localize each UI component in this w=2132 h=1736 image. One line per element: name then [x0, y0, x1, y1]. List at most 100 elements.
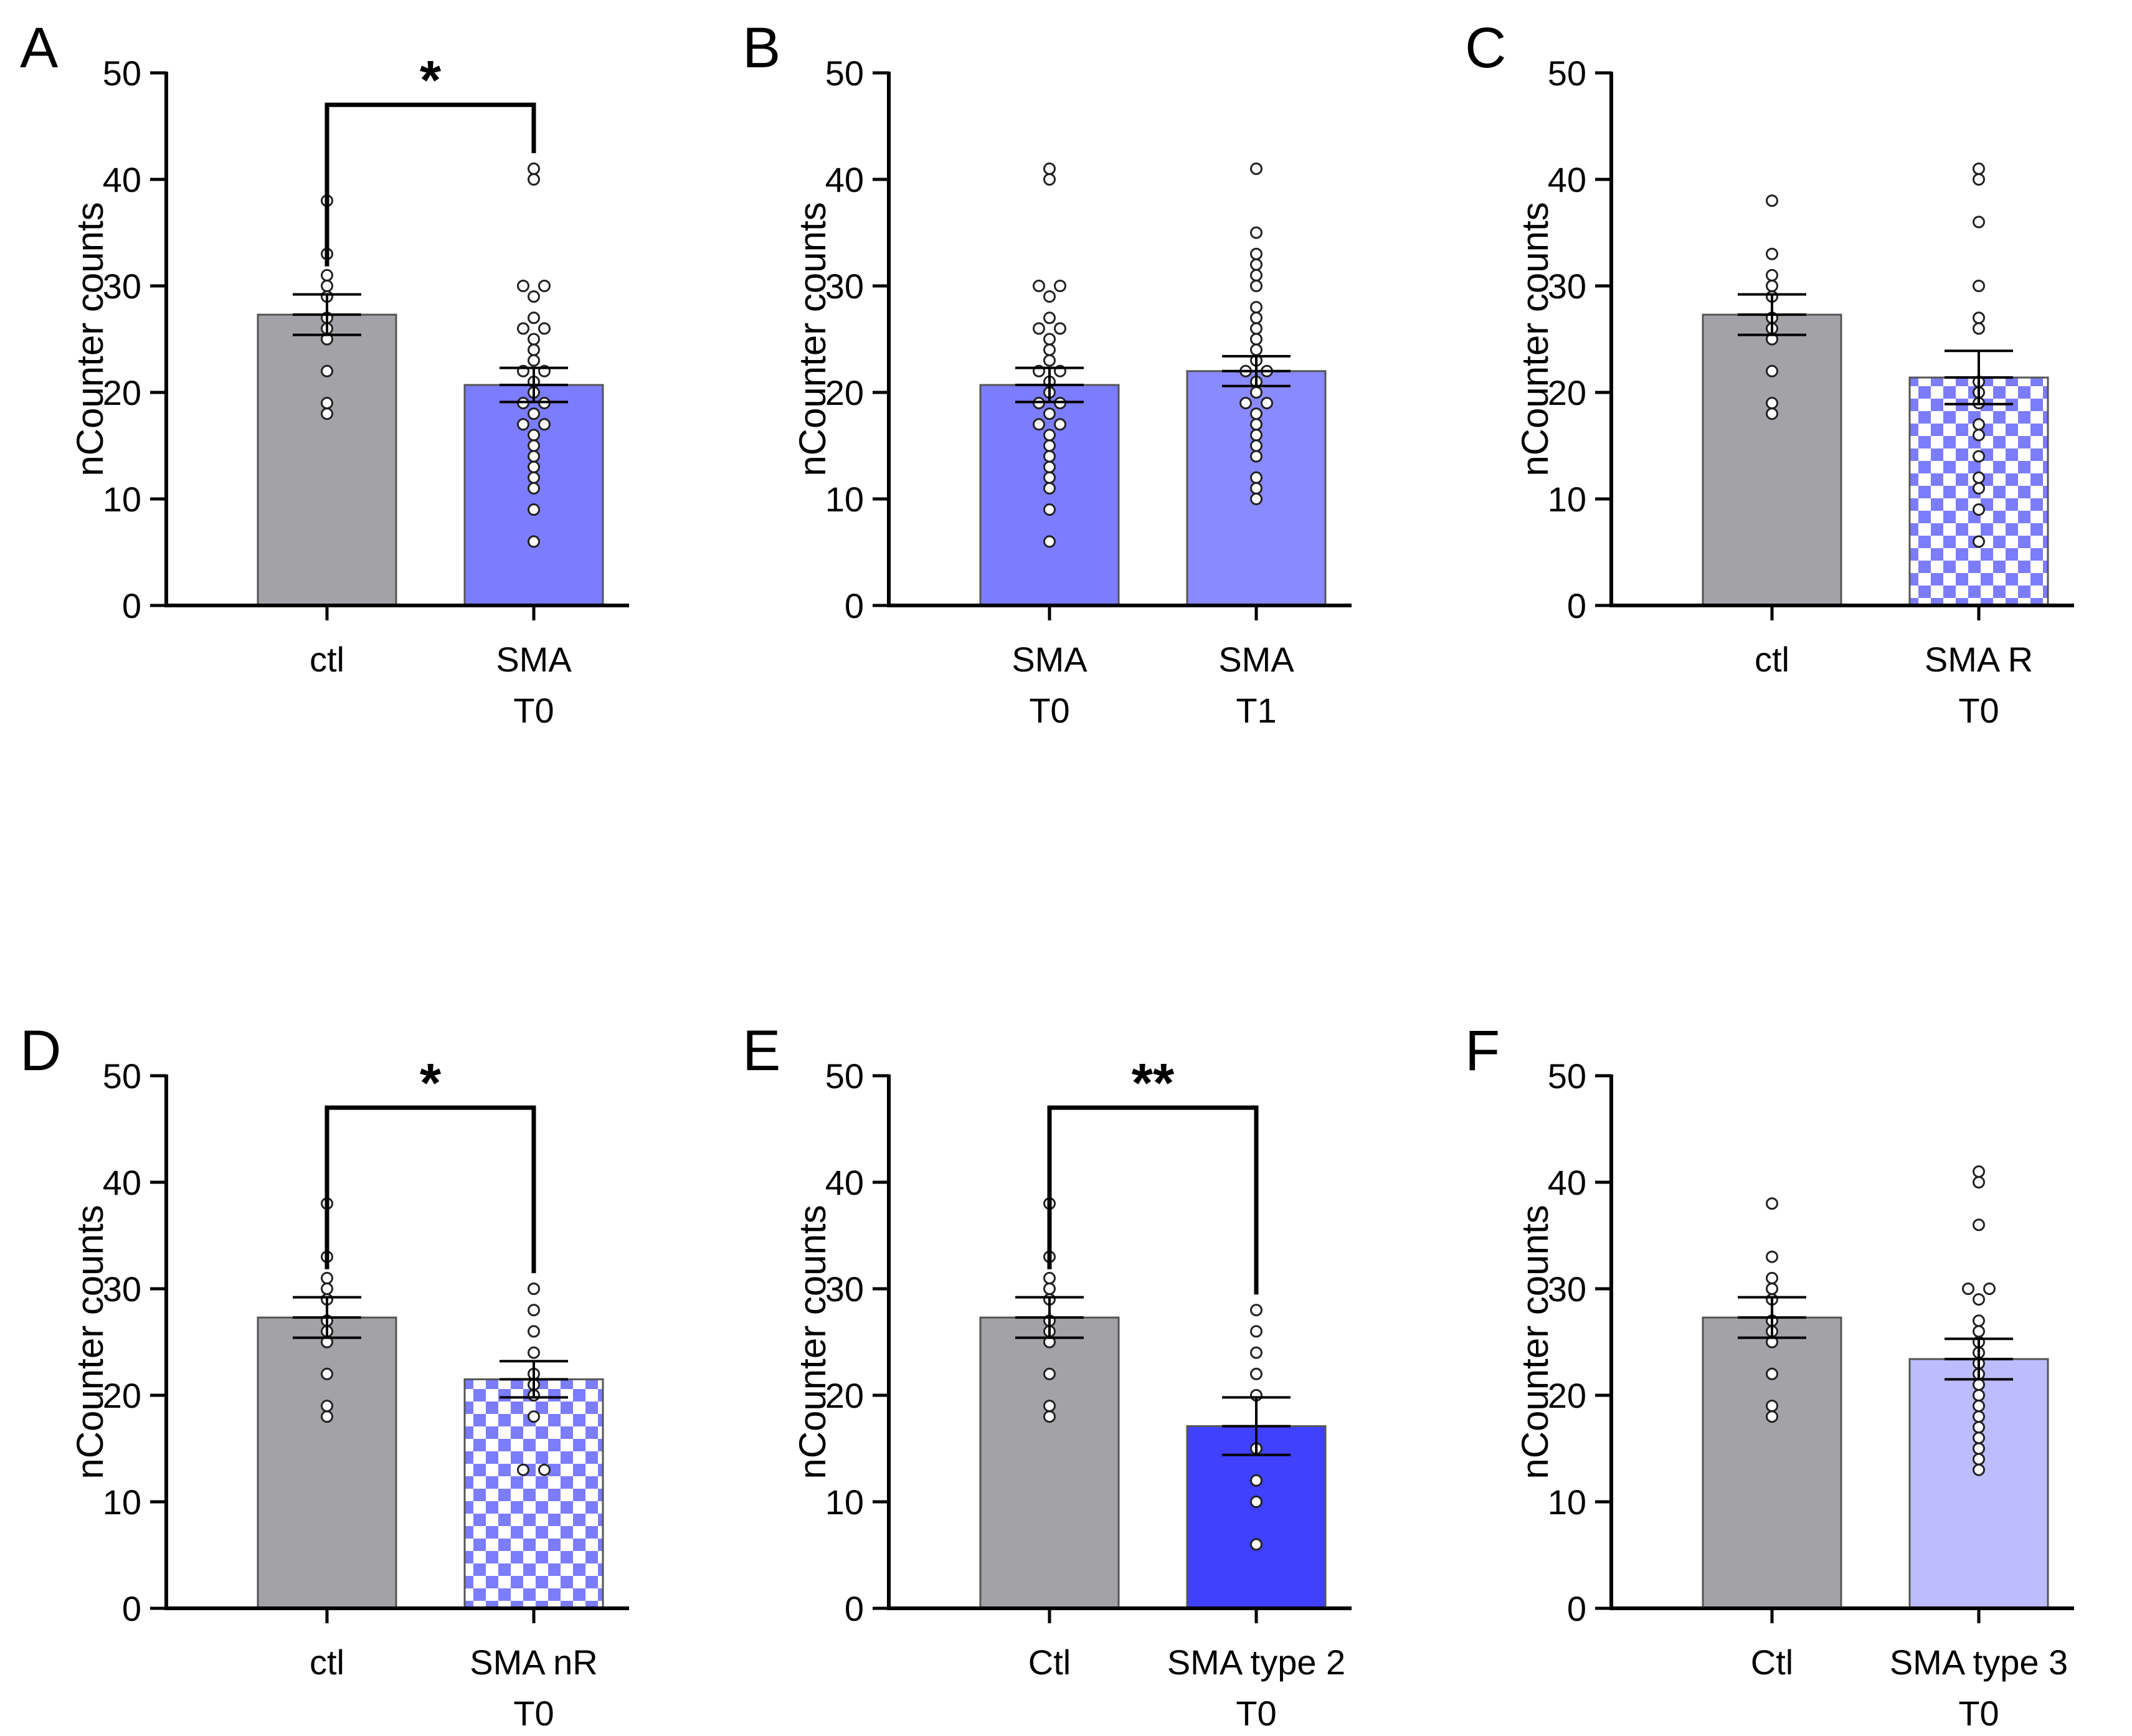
bar-2	[1186, 1425, 1327, 1610]
data-point	[1983, 1283, 1996, 1295]
data-point	[1250, 493, 1263, 505]
data-point	[1250, 1346, 1263, 1359]
data-point	[1766, 1400, 1778, 1413]
category-label: T1	[1236, 691, 1276, 730]
category-label: Ctl	[1751, 1643, 1793, 1682]
y-tick-label: 10	[1548, 480, 1586, 519]
data-point	[1033, 280, 1045, 292]
data-point	[528, 407, 540, 420]
data-point	[528, 429, 540, 442]
y-tick-label: 0	[122, 1589, 141, 1628]
data-point	[1973, 1453, 1985, 1466]
data-point	[1766, 1283, 1778, 1295]
data-point	[517, 1463, 529, 1476]
data-point	[528, 354, 540, 367]
data-point	[1766, 407, 1778, 420]
data-point	[1250, 322, 1263, 335]
data-point	[528, 311, 540, 325]
data-point	[517, 280, 529, 292]
y-tick-label: 0	[845, 1589, 864, 1628]
data-point	[1054, 280, 1066, 292]
y-tick-label: 0	[1567, 1589, 1586, 1628]
data-point	[321, 1400, 333, 1413]
data-point	[528, 460, 540, 473]
y-tick-label: 0	[845, 586, 864, 625]
y-tick-label: 10	[825, 1482, 864, 1522]
data-point	[538, 418, 551, 431]
data-point	[1766, 268, 1778, 282]
y-tick-label: 0	[122, 586, 141, 625]
data-point	[321, 397, 333, 410]
y-tick-label: 30	[1548, 267, 1586, 306]
data-point	[1250, 418, 1263, 431]
data-point	[321, 407, 333, 420]
category-label: SMA	[1218, 640, 1294, 679]
y-tick-label: 50	[1548, 54, 1586, 93]
data-point	[1973, 162, 1985, 175]
data-point	[1043, 460, 1056, 473]
data-point	[1043, 173, 1056, 186]
category-label: Ctl	[1028, 1643, 1071, 1682]
data-point	[1043, 481, 1056, 495]
data-point	[1043, 450, 1056, 463]
data-point	[1054, 418, 1066, 431]
y-tick-label: 40	[103, 1163, 141, 1202]
data-point	[1250, 268, 1263, 282]
data-point	[1043, 1271, 1056, 1284]
y-axis-label: nCounter counts	[1514, 1205, 1556, 1479]
significance-bracket	[1047, 1105, 1259, 1295]
data-point	[1973, 311, 1985, 325]
data-point	[528, 333, 540, 346]
data-point	[1973, 450, 1985, 463]
bar-1	[257, 313, 397, 607]
data-point	[1043, 503, 1056, 516]
data-point	[1962, 1283, 1974, 1295]
data-point	[1043, 343, 1056, 356]
category-label: SMA R	[1925, 640, 2033, 679]
category-label: SMA type 2	[1167, 1643, 1345, 1682]
category-label: ctl	[310, 1643, 344, 1682]
category-label: SMA type 3	[1890, 1643, 2068, 1682]
data-point	[1766, 1250, 1778, 1263]
data-point	[528, 503, 540, 516]
data-point	[517, 322, 529, 335]
data-point	[1250, 1325, 1263, 1338]
data-point	[1043, 333, 1056, 346]
significance-bracket	[325, 1105, 536, 1273]
data-point	[1973, 1314, 1985, 1327]
y-tick-label: 40	[1548, 1163, 1586, 1202]
data-point	[1973, 1293, 1985, 1306]
y-tick-label: 40	[1548, 160, 1586, 199]
significance-bracket	[325, 102, 536, 267]
category-label: T0	[1029, 691, 1069, 730]
y-tick-label: 30	[825, 267, 864, 306]
data-point	[1043, 471, 1056, 484]
data-point	[1973, 1410, 1985, 1423]
y-tick-label: 20	[1548, 373, 1586, 412]
data-point	[1250, 471, 1263, 484]
data-point	[321, 1271, 333, 1284]
data-point	[1239, 397, 1252, 410]
data-point	[528, 481, 540, 495]
data-point	[528, 1410, 540, 1423]
data-point	[1250, 301, 1263, 314]
y-tick-label: 50	[103, 1056, 141, 1096]
y-tick-label: 30	[103, 267, 141, 306]
category-label: ctl	[1755, 640, 1789, 679]
data-point	[1766, 1410, 1778, 1423]
data-point	[1043, 311, 1056, 325]
data-point	[528, 450, 540, 463]
data-point	[1250, 280, 1263, 292]
panel-letter: C	[1465, 16, 1506, 80]
data-point	[1973, 471, 1985, 484]
panel-letter: B	[742, 16, 780, 80]
data-point	[1973, 1400, 1985, 1413]
data-point	[1973, 280, 1985, 292]
data-point	[1043, 407, 1056, 420]
y-axis-label: nCounter counts	[1514, 202, 1556, 476]
data-point	[1973, 1176, 1985, 1188]
y-tick-label: 50	[825, 1056, 864, 1096]
